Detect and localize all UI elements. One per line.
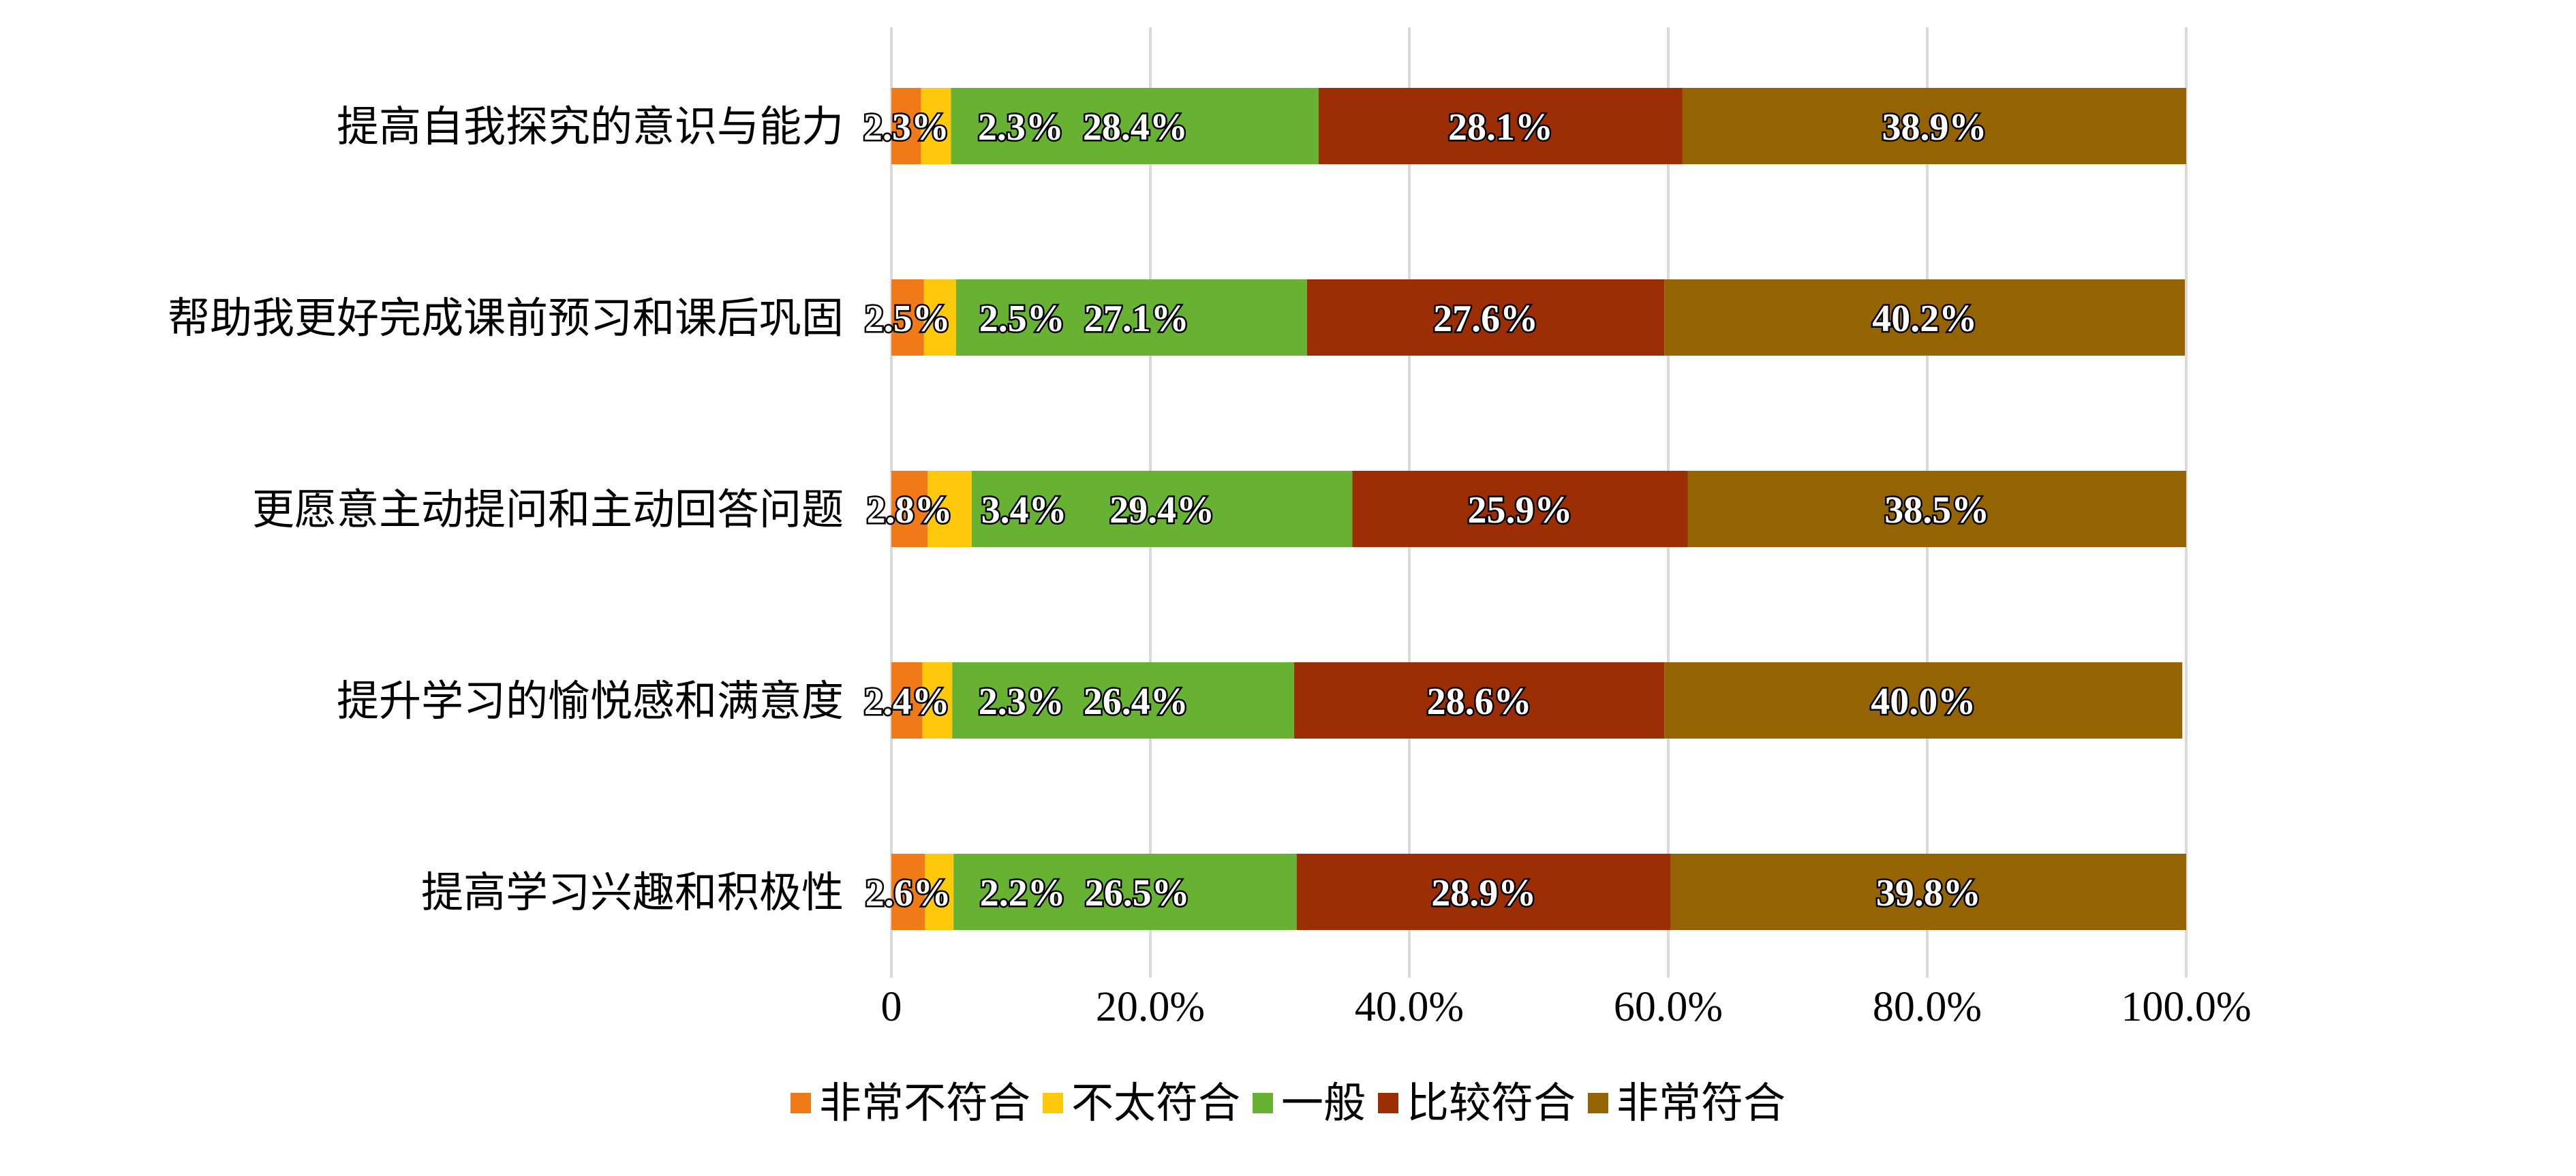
data-label: 29.4%: [1109, 489, 1214, 531]
bar-segment: [925, 854, 954, 930]
bar-segment: [956, 279, 1307, 356]
legend-label: 比较符合: [1407, 1078, 1576, 1128]
data-label: 2.5%: [865, 298, 951, 340]
data-label: 2.3%: [863, 106, 949, 149]
bar-segment: [1664, 662, 2183, 739]
bar-segment: [952, 662, 1294, 739]
data-label: 38.5%: [1884, 489, 1989, 531]
data-label: 40.0%: [1871, 681, 1976, 723]
data-label: 28.4%: [1083, 106, 1188, 149]
data-label: 2.6%: [865, 872, 951, 914]
legend-swatch: [1043, 1093, 1063, 1113]
legend-label: 一般: [1281, 1078, 1366, 1128]
data-label: 2.3%: [979, 681, 1064, 723]
data-label: 26.4%: [1084, 681, 1189, 723]
category-labels: 提高自我探究的意识与能力帮助我更好完成课前预习和课后巩固更愿意主动提问和主动回答…: [168, 102, 844, 917]
x-axis-tick-labels: 0 20.0% 40.0% 60.0% 80.0% 100.0%: [881, 984, 2252, 1030]
bar-segment: [1296, 854, 1671, 930]
bar-segment: [923, 279, 956, 356]
bar-segment: [1352, 471, 1688, 547]
data-label: 38.9%: [1882, 106, 1987, 149]
legend-swatch: [1253, 1093, 1273, 1113]
bar-segment: [927, 471, 972, 547]
data-label: 2.8%: [867, 489, 953, 531]
bar-segment: [1306, 279, 1665, 356]
x-tick-label: 40.0%: [1355, 984, 1464, 1030]
bar-segment: [891, 854, 925, 930]
bar-segment: [1687, 471, 2186, 547]
data-label: 2.3%: [978, 106, 1064, 149]
legend: 非常不符合 不太符合 一般 比较符合 非常符合: [791, 1078, 1785, 1128]
data-label: 27.1%: [1084, 298, 1189, 340]
x-tick-label: 60.0%: [1614, 984, 1723, 1030]
data-label: 26.5%: [1085, 872, 1190, 914]
bar-segment: [1319, 88, 1683, 164]
bar-segment: [891, 471, 928, 547]
data-label: 2.5%: [979, 298, 1065, 340]
bar-segment: [922, 662, 953, 739]
bar-segment: [891, 662, 923, 739]
bar-segment: [1670, 854, 2186, 930]
legend-swatch: [1588, 1093, 1608, 1113]
x-tick-label: 80.0%: [1873, 984, 1982, 1030]
data-labels: 2.3% 2.3% 28.4% 28.1% 38.9% 2.5% 2.5% 27.1% 27.6…: [861, 105, 1991, 916]
bar-segment: [1682, 88, 2186, 164]
data-label: 2.4%: [864, 681, 950, 723]
data-label: 28.6%: [1427, 681, 1532, 723]
category-label: 更愿意主动提问和主动回答问题: [252, 484, 844, 534]
bars: [891, 88, 2186, 930]
legend-swatch: [791, 1093, 811, 1113]
data-label: 28.1%: [1448, 106, 1553, 149]
data-label: 2.2%: [980, 872, 1066, 914]
data-label: 27.6%: [1433, 298, 1538, 340]
legend-label: 非常符合: [1616, 1078, 1785, 1128]
category-label: 提高自我探究的意识与能力: [337, 102, 844, 151]
legend-swatch: [1378, 1093, 1398, 1113]
data-label: 28.9%: [1431, 872, 1536, 914]
category-label: 帮助我更好完成课前预习和课后巩固: [168, 293, 844, 343]
bar-segment: [953, 854, 1297, 930]
bar-segment: [1293, 662, 1665, 739]
bar-segment: [891, 279, 924, 356]
bar-segment: [1664, 279, 2186, 356]
bar-segment: [891, 88, 921, 164]
data-label: 40.2%: [1872, 298, 1977, 340]
x-tick-label: 100.0%: [2121, 984, 2251, 1030]
legend-label: 非常不符合: [819, 1078, 1030, 1128]
legend-label: 不太符合: [1071, 1078, 1240, 1128]
data-label: 3.4%: [981, 489, 1067, 531]
category-label: 提高学习兴趣和积极性: [421, 867, 844, 917]
bar-segment: [921, 88, 951, 164]
data-label: 25.9%: [1467, 489, 1572, 531]
x-tick-label: 20.0%: [1096, 984, 1205, 1030]
bar-segment: [951, 88, 1319, 164]
bar-segment: [971, 471, 1353, 547]
data-label: 39.8%: [1876, 872, 1981, 914]
category-label: 提升学习的愉悦感和满意度: [337, 676, 844, 726]
x-tick-label: 0: [881, 984, 902, 1030]
